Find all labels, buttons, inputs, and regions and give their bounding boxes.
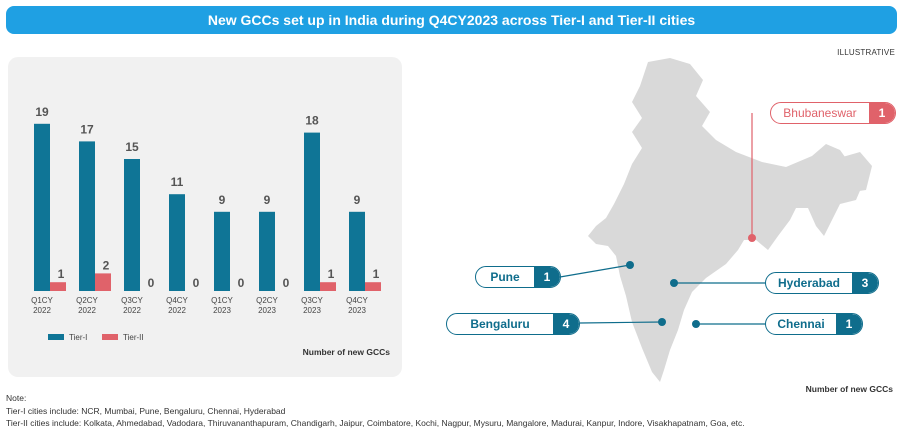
bar-tier2 [320,282,336,291]
legend-swatch-tier2 [102,334,118,340]
india-map-shape [588,58,862,382]
data-label-tier2: 1 [373,267,380,281]
data-label-tier1: 9 [264,193,271,207]
bar-tier1 [34,123,50,291]
bhubaneswar-marker [748,234,756,242]
x-tick-label: Q4CY [346,296,368,305]
northeast-shape [832,152,872,192]
x-tick-label: Q3CY [121,296,143,305]
x-tick-label: 2023 [303,306,321,315]
bar-tier2 [365,282,381,291]
city-count: 1 [836,314,862,334]
chennai-marker [692,320,700,328]
illustrative-label: ILLUSTRATIVE [837,48,895,57]
city-name: Hyderabad [777,276,841,290]
hyderabad-marker [670,279,678,287]
bar-tier2 [50,282,66,291]
callout-bengaluru: Bengaluru 4 [446,313,580,335]
data-label-tier2: 1 [328,267,335,281]
x-tick-label: Q1CY [31,296,53,305]
data-label-tier2: 2 [103,258,110,272]
page-title: New GCCs set up in India during Q4CY2023… [207,12,696,28]
india-map-panel: Bhubaneswar 1 Pune 1 Hyderabad 3 Bengalu… [420,40,903,400]
bar-tier1 [304,132,320,291]
bar-tier1 [124,159,140,291]
data-label-tier2: 0 [283,276,290,290]
notes: Note: Tier-I cities include: NCR, Mumbai… [6,392,745,430]
x-tick-label: Q2CY [256,296,278,305]
title-banner: New GCCs set up in India during Q4CY2023… [6,6,897,34]
x-tick-label: 2022 [78,306,96,315]
x-tick-label: Q4CY [166,296,188,305]
legend-swatch-tier1 [48,334,64,340]
bar-tier2 [95,273,111,291]
data-label-tier2: 0 [193,276,200,290]
bengaluru-leader-line [579,321,663,324]
legend-label-tier2: Tier-II [123,333,144,342]
callout-hyderabad: Hyderabad 3 [765,272,879,294]
city-name: Bengaluru [470,317,530,331]
city-count: 4 [553,314,579,334]
map-caption: Number of new GCCs [805,384,893,394]
data-label-tier2: 0 [148,276,155,290]
callout-pune: Pune 1 [475,266,561,288]
x-tick-label: 2023 [213,306,231,315]
notes-tier1: Tier-I cities include: NCR, Mumbai, Pune… [6,405,286,416]
legend-label-tier1: Tier-I [69,333,87,342]
data-label-tier1: 9 [219,193,226,207]
data-label-tier1: 11 [171,175,184,189]
city-name: Pune [490,270,520,284]
data-label-tier1: 19 [35,105,49,119]
notes-tier2: Tier-II cities include: Kolkata, Ahmedab… [6,418,745,428]
bar-chart-panel: 19 1 Q1CY 2022 17 2 Q2CY 2022 15 0 Q3CY 2022 11 0 Q4CY… [8,57,402,377]
x-tick-label: Q2CY [76,296,98,305]
x-tick-label: 2023 [258,306,276,315]
bengaluru-marker [658,318,666,326]
bar-tier1 [349,211,365,291]
x-tick-label: Q1CY [211,296,233,305]
x-tick-label: 2022 [168,306,186,315]
x-tick-label: 2023 [348,306,366,315]
x-tick-label: 2022 [123,306,141,315]
callout-bhubaneswar: Bhubaneswar 1 [770,102,896,124]
city-count: 1 [869,103,895,123]
notes-heading: Note: [6,393,27,403]
pune-leader-line [559,264,631,278]
x-tick-label: 2022 [33,306,51,315]
city-count: 3 [852,273,878,293]
india-map [559,58,872,382]
city-count: 1 [534,267,560,287]
data-label-tier2: 1 [58,267,65,281]
chart-caption: Number of new GCCs [303,347,391,357]
x-tick-label: Q3CY [301,296,323,305]
callout-chennai: Chennai 1 [765,313,863,335]
data-label-tier1: 18 [305,114,319,128]
bar-chart: 191Q1CY2022172Q2CY2022150Q3CY2022110Q4CY… [31,105,391,357]
data-label-tier2: 0 [238,276,245,290]
data-label-tier1: 17 [80,122,94,136]
data-label-tier1: 9 [354,193,361,207]
data-label-tier1: 15 [125,140,139,154]
bar-tier1 [79,141,95,291]
city-name: Bhubaneswar [783,106,857,120]
bar-tier1 [259,211,275,291]
pune-marker [626,261,634,269]
bar-tier1 [169,194,185,291]
city-name: Chennai [777,317,825,331]
bar-tier1 [214,211,230,291]
